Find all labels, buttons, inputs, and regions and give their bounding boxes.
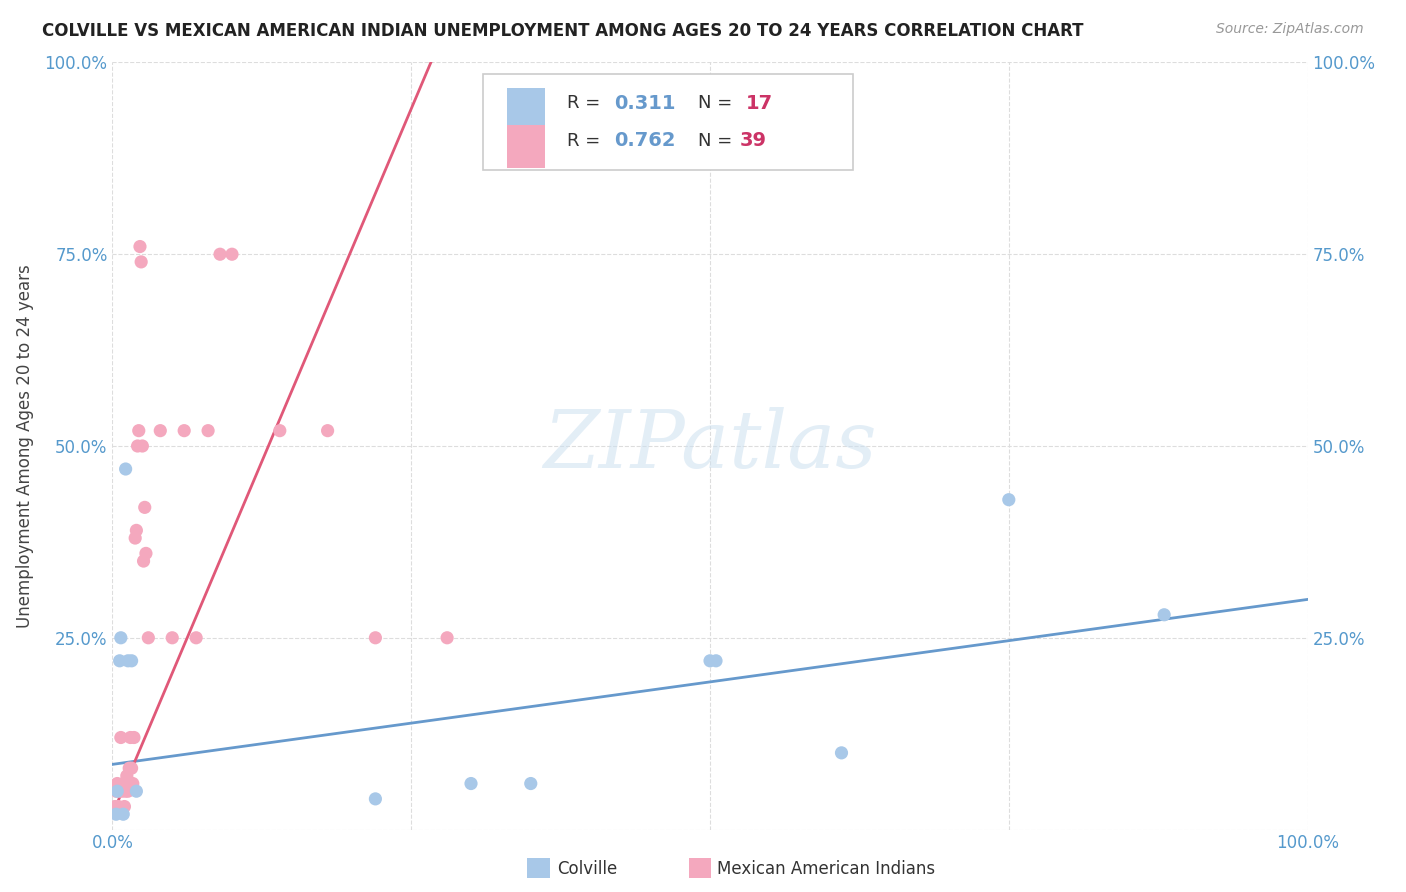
Point [460, 776, 482, 790]
Point [197, 424, 219, 438]
Point [108, 654, 131, 668]
Point [121, 761, 143, 775]
Point [112, 807, 135, 822]
Point [108, 784, 131, 798]
Y-axis label: Unemployment Among Ages 20 to 24 years: Unemployment Among Ages 20 to 24 years [15, 264, 34, 628]
Text: 0.311: 0.311 [614, 94, 676, 112]
Text: 39: 39 [740, 131, 766, 150]
Point [364, 631, 387, 645]
Point [186, 631, 208, 645]
Point [105, 776, 128, 790]
Point [699, 654, 721, 668]
Point [112, 776, 135, 790]
Point [129, 255, 152, 269]
Point [114, 784, 136, 798]
Text: Colville: Colville [557, 860, 617, 878]
Point [120, 731, 142, 745]
Point [162, 631, 183, 645]
Point [149, 424, 172, 438]
Point [105, 807, 128, 822]
Text: Mexican American Indians: Mexican American Indians [717, 860, 935, 878]
Point [105, 784, 128, 798]
FancyBboxPatch shape [508, 126, 546, 168]
Point [110, 631, 132, 645]
Point [316, 424, 339, 438]
Text: COLVILLE VS MEXICAN AMERICAN INDIAN UNEMPLOYMENT AMONG AGES 20 TO 24 YEARS CORRE: COLVILLE VS MEXICAN AMERICAN INDIAN UNEM… [42, 22, 1084, 40]
Text: N =: N = [699, 132, 738, 150]
Text: Source: ZipAtlas.com: Source: ZipAtlas.com [1216, 22, 1364, 37]
Point [129, 239, 152, 253]
Text: R =: R = [567, 94, 606, 112]
Point [110, 731, 132, 745]
Point [105, 784, 128, 798]
Point [127, 439, 149, 453]
Point [114, 799, 135, 814]
Point [128, 424, 150, 438]
Point [132, 554, 155, 568]
Point [831, 746, 853, 760]
Point [209, 247, 232, 261]
Point [111, 784, 134, 798]
Point [135, 546, 157, 560]
Point [221, 247, 243, 261]
Point [704, 654, 727, 668]
Point [138, 631, 160, 645]
Point [269, 424, 291, 438]
Point [115, 769, 138, 783]
Point [121, 776, 143, 790]
Point [114, 462, 136, 476]
Point [124, 531, 146, 545]
FancyBboxPatch shape [484, 74, 853, 169]
Point [131, 439, 153, 453]
Point [125, 524, 148, 538]
Point [118, 761, 141, 775]
Point [173, 424, 195, 438]
Point [121, 654, 143, 668]
Point [117, 784, 139, 798]
Point [107, 799, 129, 814]
Point [998, 492, 1021, 507]
Point [117, 654, 139, 668]
Point [1153, 607, 1175, 622]
Point [520, 776, 543, 790]
Point [104, 799, 127, 814]
Text: 0.762: 0.762 [614, 131, 676, 150]
Text: N =: N = [699, 94, 738, 112]
Text: 17: 17 [747, 94, 773, 112]
Point [436, 631, 458, 645]
Point [122, 731, 145, 745]
Text: R =: R = [567, 132, 606, 150]
Point [125, 784, 148, 798]
Text: ZIPatlas: ZIPatlas [543, 408, 877, 484]
FancyBboxPatch shape [508, 87, 546, 130]
Point [364, 792, 387, 806]
Point [134, 500, 156, 515]
